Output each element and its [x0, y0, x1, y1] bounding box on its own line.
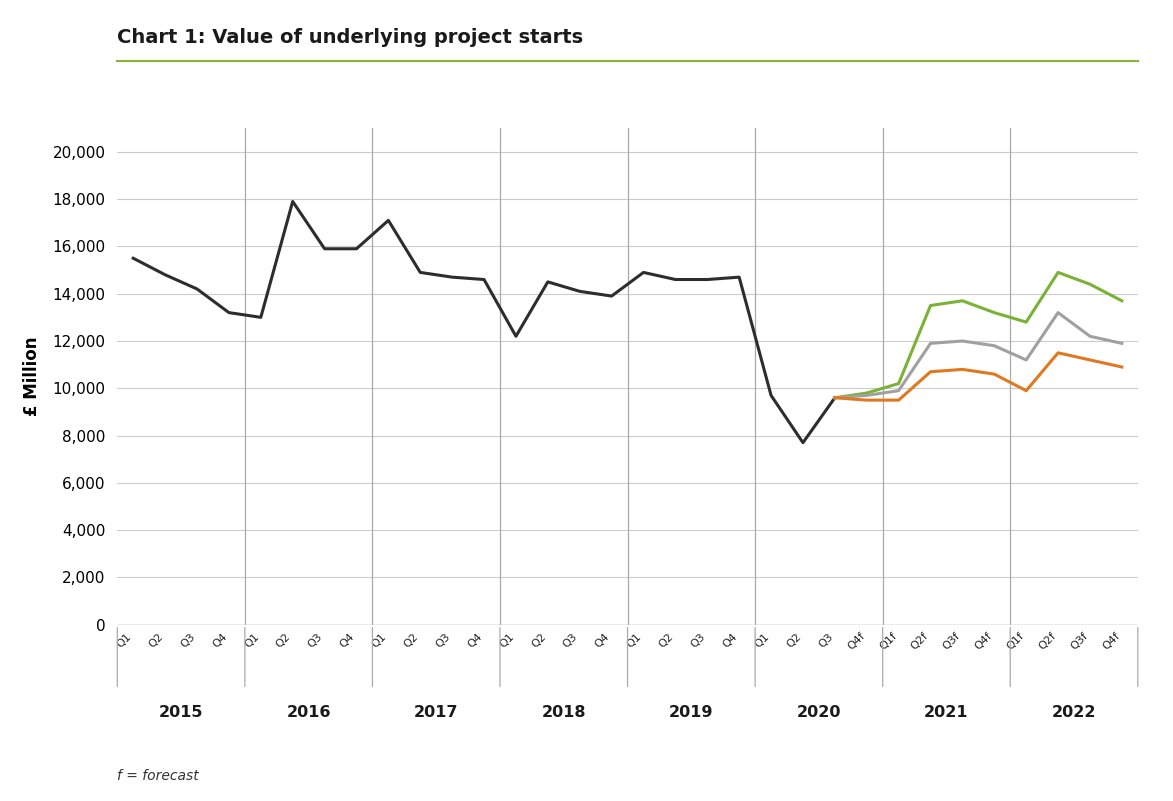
- Legend: Actual, Best, Central, Worst: Actual, Best, Central, Worst: [384, 799, 872, 801]
- Best: [1114, 296, 1128, 306]
- Worst: [891, 396, 906, 405]
- Actual: [253, 312, 267, 322]
- Best: [860, 388, 874, 398]
- Actual: [381, 215, 395, 225]
- Text: 2018: 2018: [542, 706, 586, 720]
- Actual: [158, 270, 172, 280]
- Actual: [796, 438, 811, 448]
- Worst: [988, 369, 1002, 379]
- Actual: [477, 275, 491, 284]
- Central: [1114, 339, 1128, 348]
- Worst: [1051, 348, 1065, 357]
- Central: [923, 339, 937, 348]
- Best: [955, 296, 969, 306]
- Best: [988, 308, 1002, 317]
- Central: [860, 391, 874, 400]
- Best: [923, 300, 937, 310]
- Central: [1083, 332, 1097, 341]
- Worst: [955, 364, 969, 374]
- Worst: [923, 367, 937, 376]
- Actual: [445, 272, 459, 282]
- Text: 2019: 2019: [669, 706, 713, 720]
- Actual: [732, 272, 746, 282]
- Line: Worst: Worst: [835, 352, 1121, 400]
- Worst: [1019, 386, 1033, 396]
- Central: [891, 386, 906, 396]
- Text: 2017: 2017: [414, 706, 459, 720]
- Actual: [222, 308, 236, 317]
- Actual: [190, 284, 204, 294]
- Actual: [318, 244, 332, 254]
- Text: 2016: 2016: [286, 706, 331, 720]
- Central: [988, 341, 1002, 351]
- Actual: [669, 275, 683, 284]
- Actual: [541, 277, 555, 287]
- Actual: [572, 287, 586, 296]
- Actual: [127, 253, 141, 263]
- Worst: [828, 393, 842, 403]
- Line: Actual: Actual: [134, 202, 835, 443]
- Worst: [860, 396, 874, 405]
- Best: [1019, 317, 1033, 327]
- Text: 2022: 2022: [1052, 706, 1097, 720]
- Actual: [604, 292, 618, 301]
- Central: [1019, 355, 1033, 364]
- Line: Central: Central: [835, 312, 1121, 398]
- Actual: [764, 391, 778, 400]
- Central: [828, 393, 842, 403]
- Actual: [509, 332, 523, 341]
- Best: [1083, 280, 1097, 289]
- Line: Best: Best: [835, 272, 1121, 398]
- Worst: [1114, 362, 1128, 372]
- Best: [891, 379, 906, 388]
- Actual: [700, 275, 714, 284]
- Y-axis label: £ Million: £ Million: [23, 336, 41, 417]
- Actual: [637, 268, 651, 277]
- Central: [955, 336, 969, 346]
- Actual: [828, 393, 842, 403]
- Central: [1051, 308, 1065, 317]
- Worst: [1083, 355, 1097, 364]
- Actual: [286, 197, 300, 207]
- Text: 2020: 2020: [796, 706, 841, 720]
- Best: [828, 393, 842, 403]
- Text: 2015: 2015: [158, 706, 203, 720]
- Text: f = forecast: f = forecast: [117, 770, 199, 783]
- Actual: [350, 244, 364, 254]
- Text: Chart 1: Value of underlying project starts: Chart 1: Value of underlying project sta…: [117, 28, 583, 47]
- Best: [1051, 268, 1065, 277]
- Text: 2021: 2021: [924, 706, 969, 720]
- Actual: [413, 268, 427, 277]
